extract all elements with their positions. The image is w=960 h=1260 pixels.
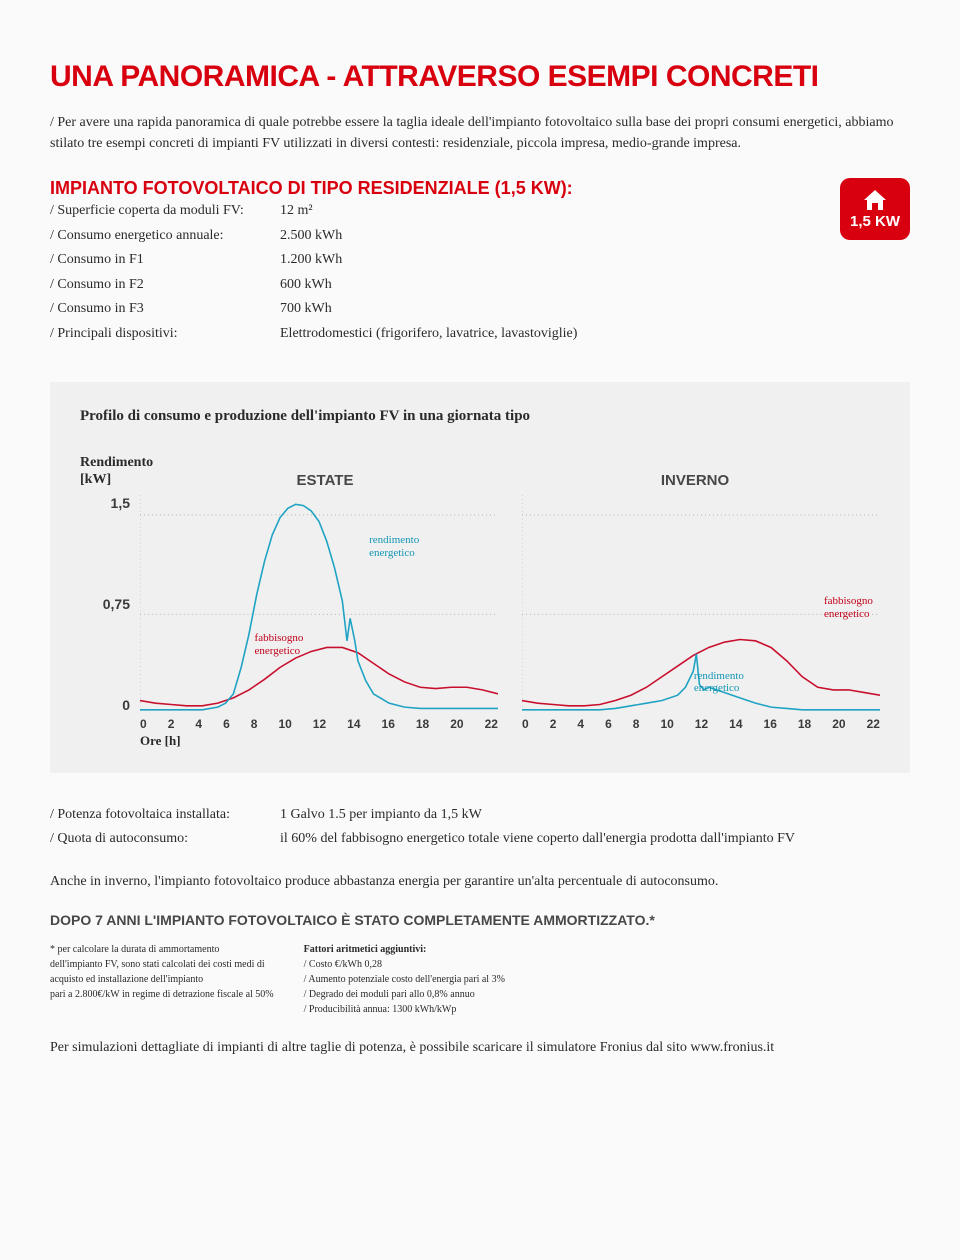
spec-row: / Consumo in F11.200 kWh — [50, 248, 840, 273]
page-title: UNA PANORAMICA - ATTRAVERSO ESEMPI CONCR… — [50, 60, 910, 94]
closing-line: Per simulazioni dettagliate di impianti … — [50, 1037, 910, 1058]
x-axis-inverno: 0246810121416182022 — [522, 717, 880, 731]
below-spec-list: / Potenza fotovoltaica installata:1 Galv… — [50, 803, 910, 851]
amortization-heading: DOPO 7 ANNI L'IMPIANTO FOTOVOLTAICO È ST… — [50, 912, 910, 928]
spec-row: / Quota di autoconsumo:il 60% del fabbis… — [50, 827, 910, 851]
spec-row: / Consumo in F2600 kWh — [50, 273, 840, 298]
kw-badge: 1,5 KW — [840, 178, 910, 240]
anno-rendimento-estate: rendimento energetico — [369, 534, 419, 559]
spec-row: / Principali dispositivi:Elettrodomestic… — [50, 322, 840, 347]
spec-row: / Consumo energetico annuale:2.500 kWh — [50, 224, 840, 249]
badge-label: 1,5 KW — [850, 213, 900, 230]
intro-paragraph: / Per avere una rapida panoramica di qua… — [50, 112, 910, 154]
plot-inverno: fabbisogno energetico rendimento energet… — [522, 495, 880, 714]
x-axis-unit: Ore [h] — [140, 733, 880, 749]
y-axis-label: Rendimento [kW] — [80, 455, 140, 489]
winter-note: Anche in inverno, l'impianto fotovoltaic… — [50, 871, 910, 892]
section-heading: IMPIANTO FOTOVOLTAICO DI TIPO RESIDENZIA… — [50, 178, 840, 199]
anno-fabbisogno-estate: fabbisogno energetico — [255, 632, 304, 657]
spec-row: / Consumo in F3700 kWh — [50, 297, 840, 322]
house-icon — [862, 189, 888, 211]
footnote-right: Fattori aritmetici aggiuntivi: / Costo €… — [304, 942, 505, 1017]
spec-list: / Superficie coperta da moduli FV:12 m²/… — [50, 199, 840, 346]
chart-card: Profilo di consumo e produzione dell'imp… — [50, 382, 910, 773]
anno-fabbisogno-inverno: fabbisogno energetico — [824, 595, 873, 620]
spec-row: / Potenza fotovoltaica installata:1 Galv… — [50, 803, 910, 827]
y-axis-ticks: 1,50,750 — [80, 495, 140, 714]
spec-row: / Superficie coperta da moduli FV:12 m² — [50, 199, 840, 224]
x-axis-estate: 0246810121416182022 — [140, 717, 498, 731]
anno-rendimento-inverno: rendimento energetico — [694, 670, 744, 695]
panel-label-estate: ESTATE — [140, 472, 510, 489]
footnote-left: * per calcolare la durata di ammortament… — [50, 942, 274, 1017]
chart-title: Profilo di consumo e produzione dell'imp… — [80, 408, 880, 425]
panel-label-inverno: INVERNO — [510, 472, 880, 489]
plot-estate: rendimento energetico fabbisogno energet… — [140, 495, 498, 714]
